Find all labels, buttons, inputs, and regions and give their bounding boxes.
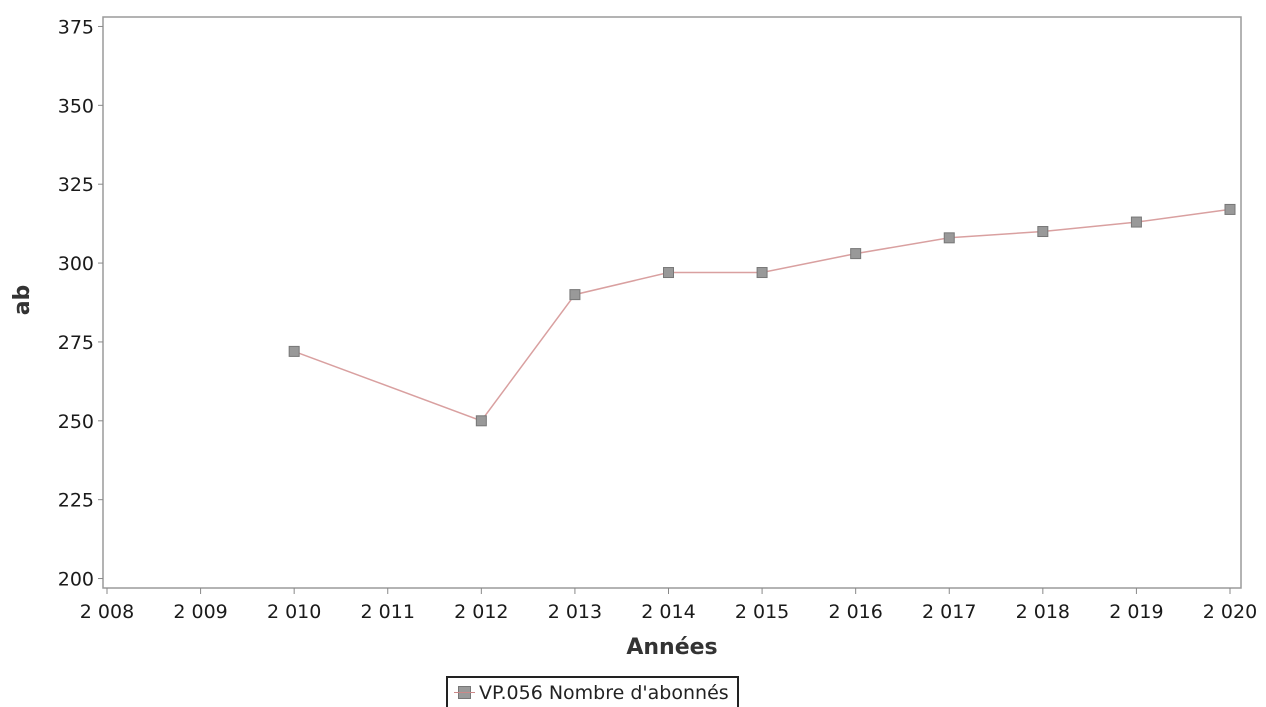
y-axis: 200 225 250 275 300 325 350 375 [58,16,103,591]
y-tick-label: 225 [58,490,94,512]
data-points [288,203,1236,427]
data-point [1037,226,1049,238]
data-point [288,345,300,357]
y-tick-label: 350 [58,95,94,117]
x-tick-label: 2 010 [267,601,321,623]
x-tick-label: 2 015 [735,601,789,623]
y-tick-label: 250 [58,411,94,433]
plot-area [102,16,1242,589]
x-tick-label: 2 014 [641,601,695,623]
x-tick-label: 2 017 [922,601,976,623]
data-point [943,232,955,244]
x-axis: 2 008 2 009 2 010 2 011 2 012 2 013 2 014 2 015… [80,588,1257,623]
x-tick-label: 2 012 [454,601,508,623]
x-tick-label: 2 018 [1016,601,1070,623]
x-tick-label: 2 011 [361,601,415,623]
y-tick-label: 300 [58,253,94,275]
y-tick-label: 325 [58,174,94,196]
y-axis-title: ab [10,285,35,316]
y-tick-label: 200 [58,569,94,591]
data-point [663,267,674,279]
x-tick-label: 2 013 [548,601,602,623]
x-tick-label: 2 008 [80,601,134,623]
legend: VP.056 Nombre d'abonnés [446,676,739,707]
x-tick-label: 2 016 [828,601,882,623]
data-point [1224,203,1236,215]
y-tick-label: 275 [58,332,94,354]
data-point [756,267,768,279]
x-tick-label: 2 019 [1109,601,1163,623]
x-tick-label: 2 009 [173,601,227,623]
legend-swatch [454,686,475,699]
x-axis-title: Années [626,635,717,660]
x-tick-label: 2 020 [1203,601,1257,623]
data-point [475,415,487,427]
data-point [850,248,862,260]
legend-label: VP.056 Nombre d'abonnés [479,681,729,704]
series-line [293,208,1231,422]
y-tick-label: 375 [58,16,94,38]
line-chart: 200 225 250 275 300 325 350 375 2 008 2 009 2 010… [10,16,1257,660]
data-point [569,289,581,301]
data-point [1130,216,1142,228]
